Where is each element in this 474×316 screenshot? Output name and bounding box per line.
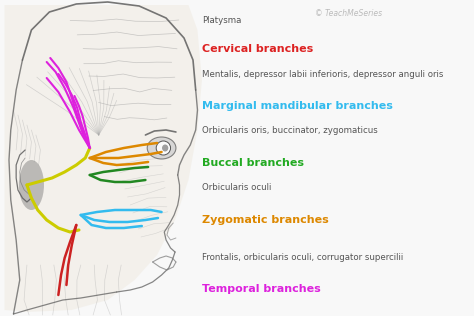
Text: Platysma: Platysma: [202, 16, 241, 25]
Text: Buccal branches: Buccal branches: [202, 158, 304, 168]
Text: Cervical branches: Cervical branches: [202, 44, 313, 54]
Text: Frontalis, orbicularis oculi, corrugator supercilii: Frontalis, orbicularis oculi, corrugator…: [202, 253, 403, 262]
Ellipse shape: [147, 137, 176, 159]
Text: Orbicularis oris, buccinator, zygomaticus: Orbicularis oris, buccinator, zygomaticu…: [202, 126, 378, 135]
Text: Orbicularis oculi: Orbicularis oculi: [202, 183, 272, 192]
Text: Mentalis, depressor labii inferioris, depressor anguli oris: Mentalis, depressor labii inferioris, de…: [202, 70, 444, 78]
Text: Marginal mandibular branches: Marginal mandibular branches: [202, 101, 393, 111]
Text: Zygomatic branches: Zygomatic branches: [202, 215, 329, 225]
Ellipse shape: [162, 144, 168, 151]
Ellipse shape: [156, 141, 171, 155]
Polygon shape: [4, 5, 202, 312]
Ellipse shape: [19, 160, 44, 210]
Text: © TeachMeSeries: © TeachMeSeries: [315, 9, 383, 18]
Text: Temporal branches: Temporal branches: [202, 284, 321, 295]
